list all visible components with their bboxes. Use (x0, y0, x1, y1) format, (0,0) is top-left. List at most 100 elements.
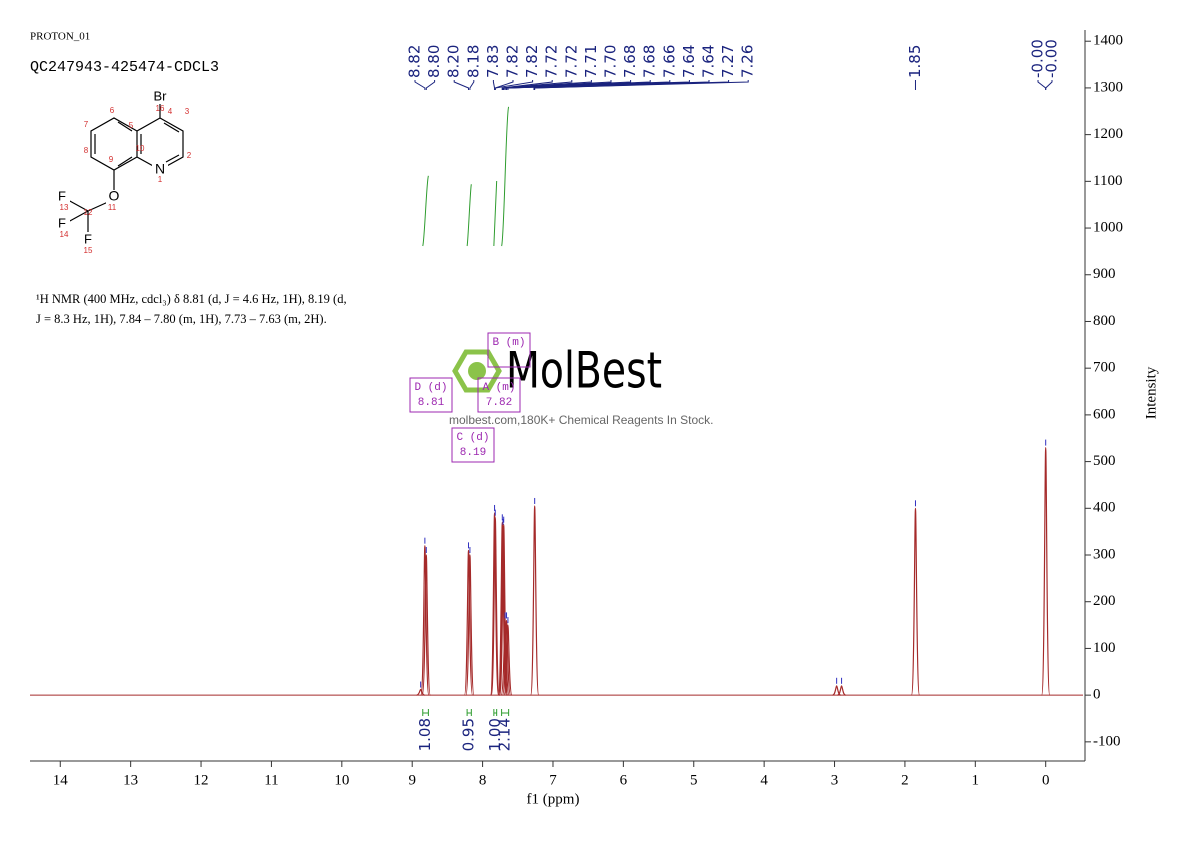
y-tick-label: 1200 (1093, 126, 1123, 142)
peak-label: -0.00 (1043, 39, 1061, 78)
peak (420, 545, 430, 696)
atom-bg (152, 163, 168, 177)
atom-number: 3 (185, 107, 190, 116)
x-tick-label: 2 (901, 772, 909, 788)
peak-label-connector (469, 80, 475, 90)
atom-number: 14 (60, 230, 69, 239)
peak-label: 7.68 (621, 45, 639, 78)
atom-number: 11 (108, 203, 117, 212)
peak (465, 554, 475, 696)
peak-label-connector (494, 80, 534, 90)
integral-bracket (493, 709, 498, 716)
integral-curve (493, 180, 498, 247)
integral-bracket (422, 709, 429, 716)
multiplet-box (409, 377, 453, 413)
peak (463, 549, 474, 696)
atom-label: F (58, 188, 66, 203)
peak-label-connector (414, 80, 426, 90)
y-tick-label: 700 (1093, 360, 1116, 376)
x-tick-label: 1 (972, 772, 980, 788)
y-tick-label: 1400 (1093, 33, 1123, 49)
peak (837, 685, 846, 696)
atom-number: 2 (187, 151, 192, 160)
y-tick-label: 400 (1093, 500, 1116, 516)
multiplet-shift: 8.19 (460, 447, 486, 459)
multiplet-box (451, 427, 495, 463)
integral-label: 0.95 (460, 718, 478, 751)
multiplet-name: C (d) (456, 432, 489, 444)
y-tick-label: -100 (1093, 733, 1121, 749)
peak (832, 685, 841, 696)
atom-number: 7 (84, 120, 89, 129)
peak (501, 619, 512, 696)
peak (489, 512, 500, 696)
integral-curve (501, 106, 510, 247)
peak-label-connector (534, 80, 749, 90)
y-tick-label: 1300 (1093, 79, 1123, 95)
y-tick-label: 600 (1093, 406, 1116, 422)
atom-number: 6 (110, 106, 115, 115)
peak-label: 7.72 (562, 45, 580, 78)
atom-bg (54, 190, 70, 204)
peak-label: 7.27 (719, 45, 737, 78)
x-tick-label: 3 (831, 772, 839, 788)
peak (421, 554, 431, 696)
peak-label: 7.72 (543, 45, 561, 78)
integral-curve (466, 184, 472, 247)
peak-label-connector (425, 80, 436, 90)
peak-label: 7.26 (739, 45, 757, 78)
experiment-name: PROTON_01 (30, 31, 90, 43)
atom-bg (54, 217, 70, 231)
atom-label: F (84, 231, 92, 246)
atom-number: 12 (84, 208, 93, 217)
y-tick-label: 1000 (1093, 219, 1123, 235)
x-tick-label: 13 (123, 772, 138, 788)
peak-label-connector (492, 80, 496, 90)
peak-label-connector (453, 80, 470, 90)
x-tick-label: 14 (53, 772, 69, 788)
x-tick-label: 10 (334, 772, 349, 788)
atom-bg (152, 90, 168, 104)
atom-number: 16 (156, 104, 165, 113)
atom-bg (106, 190, 122, 204)
x-tick-label: 4 (760, 772, 768, 788)
peak-label-connector (1037, 80, 1047, 90)
watermark-brand: MolBest (506, 342, 662, 400)
multiplet-shift: 7.82 (486, 397, 512, 409)
peak (490, 517, 500, 696)
atom-number: 5 (129, 121, 134, 130)
logo-dot (468, 362, 486, 380)
multiplet-name: D (d) (414, 382, 447, 394)
nmr-description: ¹H NMR (400 MHz, cdcl₃) δ 8.81 (d, J = 4… (36, 292, 347, 306)
atom-label: N (155, 161, 165, 177)
y-tick-label: 900 (1093, 266, 1116, 282)
watermark-tagline: molbest.com,180K+ Chemical Reagents In S… (449, 413, 713, 427)
sample-name: QC247943-425474-CDCL3 (30, 59, 219, 76)
x-tick-label: 9 (408, 772, 416, 788)
atom-number: 10 (136, 144, 145, 153)
atom-label: Br (154, 88, 168, 103)
x-tick-label: 7 (549, 772, 557, 788)
atom-number: 15 (84, 246, 93, 255)
peak-label: 7.68 (641, 45, 659, 78)
x-tick-label: 12 (194, 772, 209, 788)
peak (1041, 446, 1051, 696)
peak-label-connector (501, 80, 573, 90)
peak (416, 688, 425, 696)
peak-label-connector (1045, 80, 1053, 90)
peak-label: -0.00 (1029, 39, 1047, 78)
y-tick-label: 0 (1093, 687, 1101, 703)
x-tick-label: 5 (690, 772, 698, 788)
peak (500, 619, 510, 696)
peak-label: 7.82 (523, 45, 541, 78)
integral-label: 1.00 (486, 718, 504, 751)
multiplet-box (477, 377, 521, 413)
integral-bracket (466, 709, 472, 716)
nmr-description: J = 8.3 Hz, 1H), 7.84 – 7.80 (m, 1H), 7.… (36, 312, 327, 326)
peak-label: 7.64 (680, 45, 698, 78)
peak-label: 8.18 (464, 45, 482, 78)
y-tick-label: 100 (1093, 640, 1116, 656)
peak-label: 7.66 (660, 45, 678, 78)
multiplet-name: B (m) (492, 337, 525, 349)
